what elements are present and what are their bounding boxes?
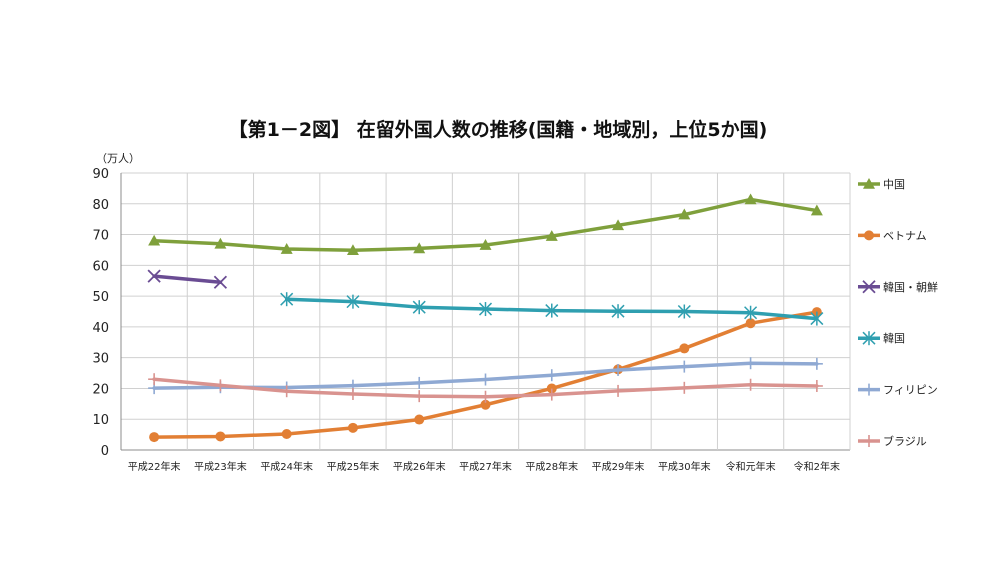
data-point: [612, 363, 625, 376]
x-tick-label: 平成29年末: [592, 460, 645, 473]
data-point: [479, 239, 492, 250]
data-point: [346, 294, 360, 309]
data-point: [479, 390, 492, 403]
y-tick-label: 70: [92, 229, 109, 244]
legend-label: フィリピン: [883, 384, 938, 397]
data-point: [744, 193, 757, 205]
data-point: [347, 422, 358, 433]
x-tick-label: 令和元年末: [726, 460, 776, 473]
data-point: [413, 242, 426, 254]
data-point: [346, 244, 359, 256]
series-line: [152, 274, 223, 285]
x-tick-label: 平成25年末: [327, 460, 380, 473]
y-tick-label: 10: [92, 413, 109, 428]
y-tick-label: 60: [92, 259, 109, 274]
x-tick-label: 平成24年末: [260, 460, 313, 473]
x-tick-label: 平成27年末: [459, 460, 512, 473]
legend-marker: [863, 435, 875, 447]
legend-marker: [864, 230, 874, 241]
data-point: [810, 204, 823, 216]
y-tick-label: 0: [101, 444, 109, 459]
legend-marker: [862, 331, 876, 346]
legend-marker: [862, 280, 876, 294]
legend-label: ベトナム: [883, 229, 927, 242]
x-tick-label: 平成30年末: [658, 460, 711, 473]
x-tick-label: 平成22年末: [128, 460, 181, 473]
data-point: [810, 311, 824, 326]
data-point: [678, 208, 691, 220]
data-point: [545, 303, 559, 318]
data-point: [745, 318, 756, 329]
data-point: [214, 379, 227, 392]
y-tick-label: 30: [92, 352, 109, 367]
data-point: [677, 304, 691, 319]
data-point: [213, 275, 228, 289]
legend-entry: 中国: [858, 178, 905, 191]
data-point: [147, 269, 161, 283]
data-point: [414, 414, 425, 425]
x-tick-label: 平成26年末: [393, 460, 446, 473]
data-point: [148, 373, 161, 386]
data-point: [545, 369, 558, 382]
data-point: [215, 431, 226, 442]
data-point: [479, 373, 492, 386]
data-point: [412, 300, 426, 315]
axes: 0 10 20 30 40 50 60 70 80 90 平成22年末 平成23年末 平成24年末 平成2…: [92, 167, 840, 473]
data-point: [478, 302, 493, 317]
data-point: [744, 305, 758, 320]
y-tick-label: 40: [92, 321, 109, 336]
data-point: [346, 387, 359, 400]
series-2: [147, 269, 228, 289]
legend-entry: ブラジル: [858, 434, 927, 448]
legend-label: 韓国: [883, 332, 905, 345]
data-point: [678, 381, 691, 394]
legend-entry: ベトナム: [858, 229, 927, 242]
data-point: [744, 378, 757, 391]
data-point: [611, 304, 625, 319]
data-point: [280, 292, 294, 307]
data-point: [280, 243, 293, 254]
data-point: [149, 432, 160, 443]
legend-entry: フィリピン: [858, 383, 938, 397]
data-point: [280, 385, 293, 398]
data-point: [810, 357, 823, 370]
data-point: [413, 390, 426, 403]
data-point: [480, 399, 491, 410]
data-point: [744, 357, 757, 370]
y-tick-label: 90: [92, 167, 109, 182]
data-point: [148, 234, 161, 246]
data-point: [612, 384, 625, 397]
y-axis-unit: （万人）: [96, 152, 140, 165]
data-point: [810, 379, 823, 392]
legend-label: 韓国・朝鮮: [883, 280, 938, 294]
data-point: [545, 230, 558, 241]
legend-entry: 韓国・朝鮮: [858, 280, 938, 294]
series-3: [280, 292, 824, 326]
legend-label: 中国: [883, 178, 905, 191]
data-point: [546, 383, 557, 394]
data-point: [612, 219, 625, 231]
series-lines: [147, 193, 824, 443]
series-0: [148, 193, 823, 256]
y-tick-label: 80: [92, 198, 109, 213]
data-point: [214, 237, 227, 249]
series-5: [148, 373, 823, 403]
data-point: [281, 428, 292, 439]
x-tick-label: 平成28年末: [525, 460, 578, 473]
data-point: [678, 360, 691, 373]
x-tick-label: 平成23年末: [194, 460, 247, 473]
chart-title: 【第1－2図】 在留外国人数の推移(国籍・地域別，上位5か国): [229, 118, 768, 141]
x-tick-label: 令和2年末: [794, 460, 840, 473]
legend-marker: [863, 383, 875, 396]
legend-label: ブラジル: [883, 434, 927, 448]
data-point: [679, 343, 690, 354]
legend-marker: [863, 178, 875, 189]
y-tick-label: 20: [92, 382, 109, 397]
data-point: [545, 388, 558, 401]
legend-entry: 韓国: [858, 331, 905, 346]
data-point: [413, 376, 426, 389]
y-tick-label: 50: [92, 290, 109, 305]
